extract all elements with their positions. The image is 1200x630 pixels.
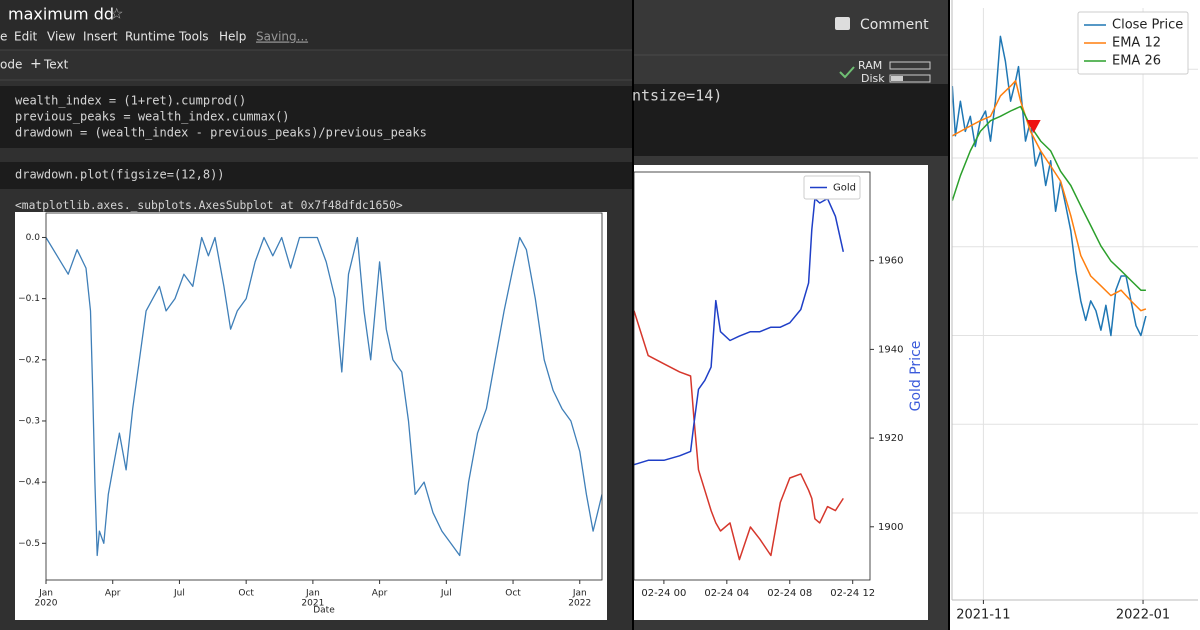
x-tick-sublabel: 2021 — [301, 599, 324, 609]
ram-bar — [889, 61, 931, 70]
legend-label: Gold — [833, 183, 856, 194]
y2-tick-label: 1900 — [878, 522, 903, 533]
series-line — [952, 35, 1147, 337]
code-cell[interactable] — [634, 84, 948, 156]
x-tick-sublabel: 2022 — [568, 599, 591, 609]
y2-tick-label: 1960 — [878, 256, 903, 267]
code-cell[interactable] — [0, 86, 632, 148]
x-tick-label: Oct — [505, 589, 521, 599]
menu-item[interactable]: View — [47, 30, 76, 44]
star-icon[interactable]: ☆ — [110, 5, 123, 23]
x-tick-label: 02-24 04 — [704, 588, 749, 599]
comment-icon — [835, 17, 850, 30]
connected-check — [839, 66, 855, 79]
plus-icon: + — [30, 56, 42, 72]
code-line: drawdown.plot(figsize=(12,8)) — [15, 168, 225, 182]
y-tick-label: −0.1 — [18, 294, 40, 304]
code-line: ntsize=14) — [632, 87, 722, 105]
x-tick-label: Apr — [105, 589, 121, 599]
menu-item[interactable]: Runtime — [125, 30, 175, 44]
x-tick-label: Apr — [372, 589, 388, 599]
ram-label: RAM — [858, 59, 882, 72]
toolbar-button[interactable]: Text — [43, 58, 69, 72]
plot-frame — [45, 212, 603, 581]
legend-box — [803, 175, 861, 200]
menu-item[interactable]: Help — [219, 30, 246, 44]
menu-item[interactable]: Edit — [14, 30, 38, 44]
x-tick-label: Jul — [173, 589, 185, 599]
series-line — [952, 80, 1147, 312]
code-line: wealth_index = (1+ret).cumprod() — [15, 94, 246, 108]
y-tick-label: −0.2 — [18, 355, 40, 365]
right-panel — [950, 0, 1200, 630]
code-cell[interactable] — [0, 162, 632, 189]
disk-label: Disk — [861, 72, 885, 85]
toolbar-button[interactable]: ode — [0, 58, 22, 72]
x-tick-label: 2021-11 — [956, 608, 1010, 623]
legend-label: Close Price — [1112, 18, 1183, 33]
signal-marker — [1026, 120, 1041, 134]
y-tick-label: −0.4 — [18, 478, 40, 488]
plot-frame — [633, 171, 871, 581]
plot-output — [634, 165, 928, 620]
series-line — [952, 105, 1146, 291]
legend-box — [1077, 11, 1189, 75]
save-status: Saving... — [256, 30, 308, 44]
cell-output: <matplotlib.axes._subplots.AxesSubplot a… — [15, 199, 403, 212]
x-tick-label: Jan — [38, 589, 53, 599]
series-line — [634, 310, 844, 561]
y-tick-label: −0.3 — [18, 416, 40, 426]
header — [0, 0, 632, 50]
x-tick-label: 02-24 00 — [641, 588, 686, 599]
notebook-title[interactable]: maximum dd — [8, 5, 114, 24]
x-axis-label: Date — [313, 606, 335, 616]
legend-label: EMA 12 — [1112, 36, 1161, 51]
plot-output — [15, 212, 607, 620]
y2-tick-label: 1920 — [878, 433, 903, 444]
disk-bar — [889, 74, 931, 83]
disk-fill — [891, 76, 903, 81]
y-tick-label: −0.5 — [18, 539, 40, 549]
x-tick-label: 02-24 12 — [830, 588, 875, 599]
comment-button[interactable]: Comment — [860, 17, 929, 33]
series-line — [634, 197, 845, 466]
x-tick-label: 2022-01 — [1116, 608, 1170, 623]
y-tick-label: 0.0 — [26, 233, 41, 243]
code-line: previous_peaks = wealth_index.cummax() — [15, 110, 290, 124]
menu-item[interactable]: e — [0, 30, 7, 44]
y2-axis-label: Gold Price — [908, 341, 924, 412]
x-tick-label: 02-24 08 — [767, 588, 812, 599]
x-tick-label: Jan — [305, 589, 320, 599]
x-tick-label: Oct — [238, 589, 254, 599]
legend-label: EMA 26 — [1112, 54, 1161, 69]
x-tick-sublabel: 2020 — [35, 599, 58, 609]
x-tick-label: Jul — [440, 589, 452, 599]
menu-item[interactable]: Insert — [83, 30, 118, 44]
code-line: drawdown = (wealth_index - previous_peak… — [15, 126, 427, 140]
series-line — [46, 236, 602, 557]
menu-item[interactable]: Tools — [178, 30, 209, 44]
x-tick-label: Jan — [572, 589, 587, 599]
y2-tick-label: 1940 — [878, 344, 903, 355]
